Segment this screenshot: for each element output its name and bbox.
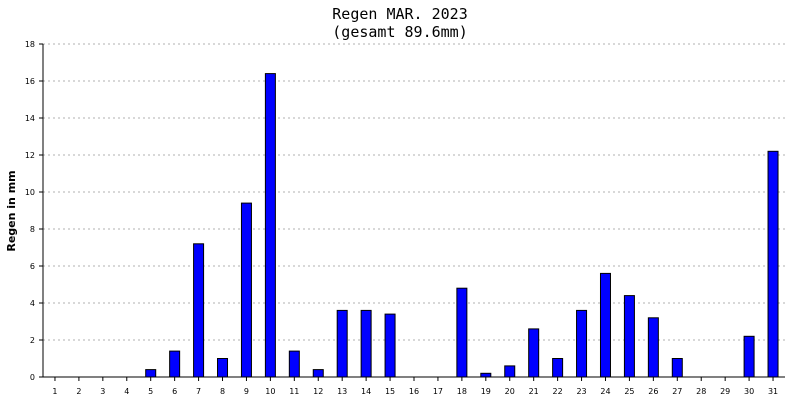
y-tick-label: 18 (25, 40, 35, 49)
x-tick-label: 13 (337, 387, 347, 396)
x-tick-label: 6 (172, 387, 177, 396)
bar (145, 369, 157, 378)
x-tick-label: 22 (553, 387, 563, 396)
bar (576, 309, 588, 378)
bar (384, 313, 396, 378)
y-tick-label: 0 (30, 373, 35, 382)
bar (312, 369, 324, 378)
bar (240, 202, 252, 378)
axes (39, 43, 785, 381)
y-tick-label: 2 (30, 336, 35, 345)
y-tick-label: 10 (25, 188, 35, 197)
x-tick-label: 4 (124, 387, 129, 396)
y-tick-label: 14 (25, 114, 35, 123)
chart-title: Regen MAR. 2023 (332, 5, 467, 23)
x-tick-label: 5 (148, 387, 153, 396)
bar (647, 317, 659, 378)
y-tick-label: 6 (30, 262, 35, 271)
x-tick-label: 15 (385, 387, 395, 396)
bar (456, 287, 468, 378)
x-tick-label: 30 (744, 387, 754, 396)
bar (288, 350, 300, 378)
x-tick-label: 11 (289, 387, 299, 396)
bar (504, 365, 516, 378)
bar (552, 358, 564, 378)
x-tick-label: 8 (220, 387, 225, 396)
x-tick-label: 18 (457, 387, 467, 396)
bar (336, 309, 348, 378)
x-tick-label: 27 (672, 387, 682, 396)
x-tick-label: 19 (481, 387, 491, 396)
bar (767, 150, 779, 378)
bars (145, 73, 779, 378)
bar (528, 328, 540, 378)
bar (743, 335, 755, 378)
x-tick-label: 1 (52, 387, 57, 396)
bar (623, 295, 635, 378)
x-tick-label: 24 (600, 387, 610, 396)
x-tick-label: 10 (265, 387, 275, 396)
x-tick-label: 17 (433, 387, 443, 396)
bar (193, 243, 205, 378)
bar (169, 350, 181, 378)
y-tick-label: 4 (30, 299, 35, 308)
x-tick-label: 2 (76, 387, 81, 396)
x-tick-label: 7 (196, 387, 201, 396)
bar (671, 358, 683, 378)
x-tick-label: 26 (648, 387, 658, 396)
x-tick-label: 21 (529, 387, 539, 396)
y-tick-label: 8 (30, 225, 35, 234)
grid-lines (43, 43, 785, 341)
x-tick-label: 12 (313, 387, 323, 396)
x-tick-label: 16 (409, 387, 419, 396)
chart-subtitle: (gesamt 89.6mm) (332, 23, 467, 41)
y-axis-label: Regen in mm (5, 170, 18, 251)
x-tick-label: 29 (720, 387, 730, 396)
x-tick-label: 23 (576, 387, 586, 396)
x-tick-label: 20 (505, 387, 515, 396)
x-tick-label: 25 (624, 387, 634, 396)
x-tick-label: 3 (100, 387, 105, 396)
bar (599, 272, 611, 378)
x-tick-label: 31 (768, 387, 778, 396)
bar (360, 309, 372, 378)
x-tick-label: 14 (361, 387, 371, 396)
bar (217, 358, 229, 378)
bar (264, 73, 276, 378)
x-tick-label: 28 (696, 387, 706, 396)
y-tick-label: 16 (25, 77, 35, 86)
x-tick-label: 9 (244, 387, 249, 396)
bar (480, 372, 492, 378)
y-tick-label: 12 (25, 151, 35, 160)
